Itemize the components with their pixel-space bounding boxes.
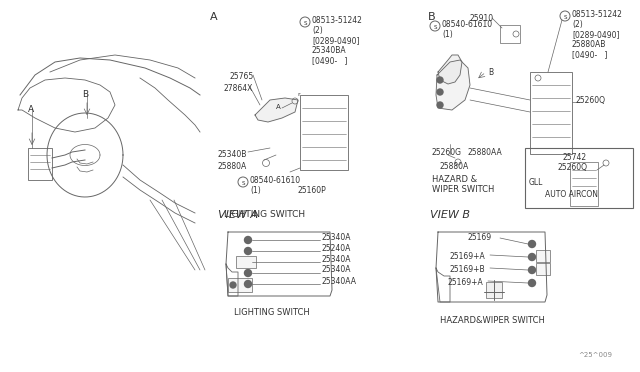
Text: 25160P: 25160P xyxy=(298,186,327,195)
Bar xyxy=(500,25,520,43)
Text: 25340A: 25340A xyxy=(322,232,351,241)
Polygon shape xyxy=(438,55,462,84)
Text: B: B xyxy=(488,68,493,77)
Text: 25765: 25765 xyxy=(230,72,254,81)
Bar xyxy=(536,250,550,262)
Text: 25880A: 25880A xyxy=(440,162,469,171)
Text: 25880AB: 25880AB xyxy=(572,40,606,49)
Text: 25880AA: 25880AA xyxy=(468,148,503,157)
Text: (2): (2) xyxy=(572,20,583,29)
Text: (1): (1) xyxy=(442,30,452,39)
Text: B: B xyxy=(82,90,88,99)
Text: VIEW B: VIEW B xyxy=(430,210,470,220)
Circle shape xyxy=(529,266,536,273)
Text: 08540-61610: 08540-61610 xyxy=(442,20,493,29)
Text: 25340B: 25340B xyxy=(218,150,248,159)
Text: HAZARD &: HAZARD & xyxy=(432,175,477,184)
Bar xyxy=(236,256,256,268)
Text: A: A xyxy=(276,104,280,110)
Bar xyxy=(530,72,572,154)
Text: S: S xyxy=(433,25,436,30)
Text: S: S xyxy=(241,181,244,186)
Circle shape xyxy=(244,269,252,276)
Text: (2): (2) xyxy=(312,26,323,35)
Text: HAZARD&WIPER SWITCH: HAZARD&WIPER SWITCH xyxy=(440,316,545,325)
Text: 08513-51242: 08513-51242 xyxy=(572,10,623,19)
Text: 25340A: 25340A xyxy=(322,254,351,263)
Text: 25340A: 25340A xyxy=(322,266,351,275)
Text: [0289-0490]: [0289-0490] xyxy=(572,30,620,39)
Text: 25260Q: 25260Q xyxy=(558,163,588,172)
Bar xyxy=(28,148,52,180)
Text: VIEW A: VIEW A xyxy=(218,210,258,220)
Text: LIGHTING SWITCH: LIGHTING SWITCH xyxy=(234,308,310,317)
Circle shape xyxy=(244,247,252,254)
Text: 08513-51242: 08513-51242 xyxy=(312,16,363,25)
Bar xyxy=(300,95,348,170)
Text: S: S xyxy=(303,21,307,26)
Circle shape xyxy=(529,241,536,247)
Circle shape xyxy=(437,77,443,83)
Text: B: B xyxy=(428,12,436,22)
Text: GLL: GLL xyxy=(529,178,543,187)
Text: WIPER SWITCH: WIPER SWITCH xyxy=(432,185,494,194)
Text: S: S xyxy=(563,15,567,20)
Text: 25169+A: 25169+A xyxy=(450,252,486,261)
Bar xyxy=(570,162,598,206)
Text: [0490-   ]: [0490- ] xyxy=(312,56,348,65)
Text: LIGHTING SWITCH: LIGHTING SWITCH xyxy=(225,210,305,219)
Circle shape xyxy=(244,259,252,266)
Text: 25169+A: 25169+A xyxy=(448,278,484,287)
Text: (1): (1) xyxy=(250,186,260,195)
Text: 25169: 25169 xyxy=(468,233,492,242)
Circle shape xyxy=(529,253,536,260)
Text: 25340AA: 25340AA xyxy=(322,276,357,285)
Text: 25340BA: 25340BA xyxy=(312,46,347,55)
Text: 25260Q: 25260Q xyxy=(575,96,605,105)
Circle shape xyxy=(529,279,536,286)
Text: 27864X: 27864X xyxy=(224,84,253,93)
Text: [0289-0490]: [0289-0490] xyxy=(312,36,360,45)
Text: 25880A: 25880A xyxy=(218,162,247,171)
Bar xyxy=(228,278,252,292)
Circle shape xyxy=(230,282,236,288)
Polygon shape xyxy=(255,98,298,122)
Text: [0490-   ]: [0490- ] xyxy=(572,50,607,59)
Text: 08540-61610: 08540-61610 xyxy=(250,176,301,185)
Circle shape xyxy=(437,102,443,108)
Text: ^25^009: ^25^009 xyxy=(578,352,612,358)
Text: r: r xyxy=(297,92,300,97)
Text: 25260G: 25260G xyxy=(432,148,462,157)
Text: AUTO AIRCON: AUTO AIRCON xyxy=(545,190,598,199)
Circle shape xyxy=(244,280,252,288)
Text: A: A xyxy=(28,105,34,114)
Text: 25169+B: 25169+B xyxy=(450,265,486,274)
Text: A: A xyxy=(210,12,218,22)
Circle shape xyxy=(244,237,252,244)
Circle shape xyxy=(437,89,443,95)
Text: 25240A: 25240A xyxy=(322,244,351,253)
Bar xyxy=(486,282,502,298)
Polygon shape xyxy=(436,60,470,110)
Bar xyxy=(525,148,633,208)
Bar xyxy=(536,263,550,275)
Text: 25910: 25910 xyxy=(470,14,494,23)
Text: 25742: 25742 xyxy=(563,153,587,162)
